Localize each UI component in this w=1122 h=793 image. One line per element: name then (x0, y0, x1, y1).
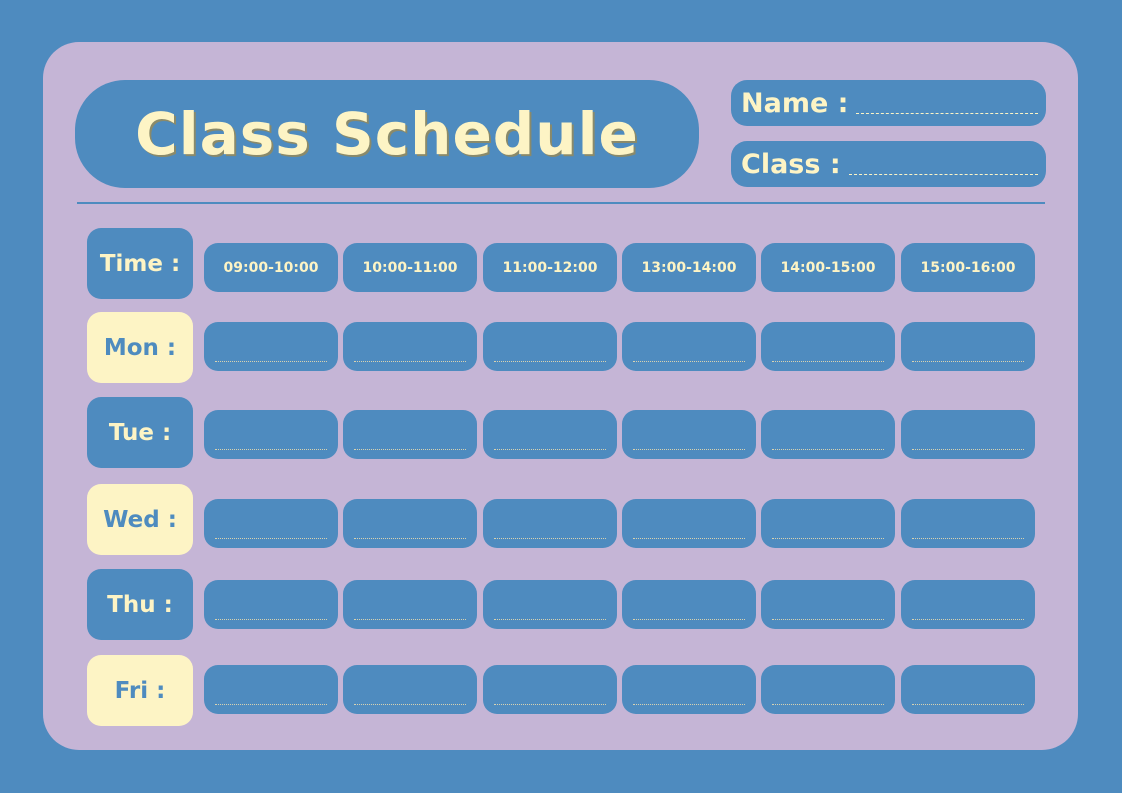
cell-blank-line (215, 538, 327, 539)
day-label: Wed : (87, 484, 193, 555)
schedule-cell[interactable] (622, 410, 756, 459)
cell-blank-line (633, 449, 745, 450)
cell-blank-line (215, 361, 327, 362)
cell-blank-line (772, 704, 884, 705)
cell-blank-line (772, 619, 884, 620)
title-banner: Class Schedule (75, 80, 699, 188)
day-label: Mon : (87, 312, 193, 383)
schedule-cell[interactable] (901, 499, 1035, 548)
cell-blank-line (912, 619, 1024, 620)
cell-blank-line (215, 704, 327, 705)
cell-blank-line (494, 538, 606, 539)
schedule-cell[interactable] (622, 580, 756, 629)
divider (77, 202, 1045, 204)
cell-blank-line (215, 619, 327, 620)
cell-blank-line (912, 538, 1024, 539)
time-slot-header: 15:00-16:00 (901, 243, 1035, 292)
schedule-cell[interactable] (204, 322, 338, 371)
cell-blank-line (912, 704, 1024, 705)
schedule-cell[interactable] (204, 410, 338, 459)
cell-blank-line (494, 619, 606, 620)
class-label: Class : (741, 148, 841, 180)
schedule-cell[interactable] (483, 499, 617, 548)
schedule-cell[interactable] (343, 499, 477, 548)
schedule-cell[interactable] (901, 665, 1035, 714)
schedule-cell[interactable] (343, 322, 477, 371)
cell-blank-line (494, 361, 606, 362)
schedule-cell[interactable] (622, 322, 756, 371)
time-slot-header: 09:00-10:00 (204, 243, 338, 292)
cell-blank-line (354, 361, 466, 362)
cell-blank-line (215, 449, 327, 450)
time-slot-header: 11:00-12:00 (483, 243, 617, 292)
name-label: Name : (741, 87, 849, 119)
schedule-cell[interactable] (901, 322, 1035, 371)
day-label: Tue : (87, 397, 193, 468)
time-slot-header: 10:00-11:00 (343, 243, 477, 292)
schedule-cell[interactable] (343, 665, 477, 714)
cell-blank-line (633, 704, 745, 705)
cell-blank-line (354, 619, 466, 620)
schedule-cell[interactable] (343, 410, 477, 459)
time-slot-header: 13:00-14:00 (622, 243, 756, 292)
cell-blank-line (633, 361, 745, 362)
schedule-cell[interactable] (622, 665, 756, 714)
class-blank-line (848, 173, 1038, 175)
schedule-cell[interactable] (761, 665, 895, 714)
day-label: Fri : (87, 655, 193, 726)
schedule-cell[interactable] (761, 322, 895, 371)
schedule-cell[interactable] (204, 580, 338, 629)
cell-blank-line (912, 449, 1024, 450)
time-slot-header: 14:00-15:00 (761, 243, 895, 292)
cell-blank-line (354, 538, 466, 539)
day-label: Thu : (87, 569, 193, 640)
schedule-cell[interactable] (761, 499, 895, 548)
cell-blank-line (633, 538, 745, 539)
schedule-cell[interactable] (204, 499, 338, 548)
cell-blank-line (772, 449, 884, 450)
cell-blank-line (494, 449, 606, 450)
schedule-cell[interactable] (204, 665, 338, 714)
name-field[interactable]: Name : (731, 80, 1046, 126)
schedule-cell[interactable] (901, 410, 1035, 459)
page-title: Class Schedule (135, 100, 639, 168)
schedule-cell[interactable] (622, 499, 756, 548)
cell-blank-line (912, 361, 1024, 362)
cell-blank-line (354, 449, 466, 450)
time-label: Time : (87, 228, 193, 299)
schedule-cell[interactable] (483, 580, 617, 629)
cell-blank-line (354, 704, 466, 705)
schedule-cell[interactable] (483, 665, 617, 714)
schedule-cell[interactable] (901, 580, 1035, 629)
cell-blank-line (772, 361, 884, 362)
cell-blank-line (633, 619, 745, 620)
class-field[interactable]: Class : (731, 141, 1046, 187)
schedule-cell[interactable] (343, 580, 477, 629)
name-blank-line (856, 112, 1038, 114)
schedule-cell[interactable] (761, 580, 895, 629)
schedule-cell[interactable] (483, 322, 617, 371)
cell-blank-line (772, 538, 884, 539)
schedule-cell[interactable] (483, 410, 617, 459)
schedule-cell[interactable] (761, 410, 895, 459)
cell-blank-line (494, 704, 606, 705)
